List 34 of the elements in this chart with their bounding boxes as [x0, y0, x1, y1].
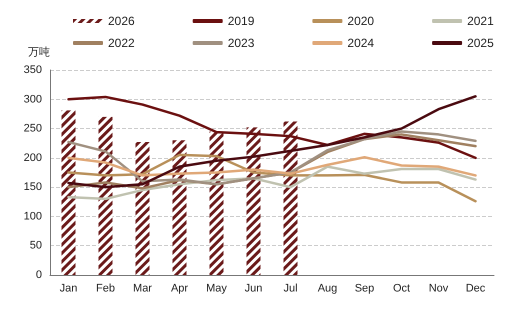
y-tick-label: 0 [36, 269, 42, 281]
y-axis-title: 万吨 [28, 46, 50, 58]
x-tick-label: Jul [283, 282, 298, 294]
legend-label: 2025 [467, 36, 494, 50]
x-tick-label: Jun [244, 282, 262, 294]
x-tick-label: May [206, 282, 228, 294]
legend-label: 2019 [228, 14, 255, 28]
y-tick-label: 100 [24, 210, 42, 222]
x-tick-label: Oct [392, 282, 410, 294]
x-tick-label: Jan [60, 282, 78, 294]
y-tick-label: 50 [30, 240, 42, 252]
x-tick-label: Nov [428, 282, 449, 294]
legend-label: 2024 [347, 36, 374, 50]
x-tick-label: Apr [170, 282, 188, 294]
line-series [67, 95, 477, 188]
line-series [67, 154, 477, 202]
legend-label: 2020 [347, 14, 374, 28]
legend-label: 2022 [108, 36, 136, 50]
y-tick-label: 350 [24, 64, 42, 76]
x-tick-label: Aug [318, 282, 338, 294]
line-series [67, 165, 477, 200]
legend-label: 2021 [467, 14, 494, 28]
x-tick-label: Mar [133, 282, 152, 294]
y-tick-label: 300 [24, 93, 42, 106]
y-tick-label: 150 [24, 181, 42, 194]
x-tick-label: Feb [96, 282, 115, 294]
line-series [67, 156, 477, 177]
x-tick-label: Dec [466, 282, 486, 294]
x-tick-label: Sep [354, 282, 374, 294]
y-tick-label: 200 [24, 152, 42, 164]
y-tick-label: 250 [24, 122, 42, 135]
legend-label: 2023 [228, 36, 255, 50]
legend-label: 2026 [108, 14, 136, 28]
line-series [67, 96, 477, 160]
